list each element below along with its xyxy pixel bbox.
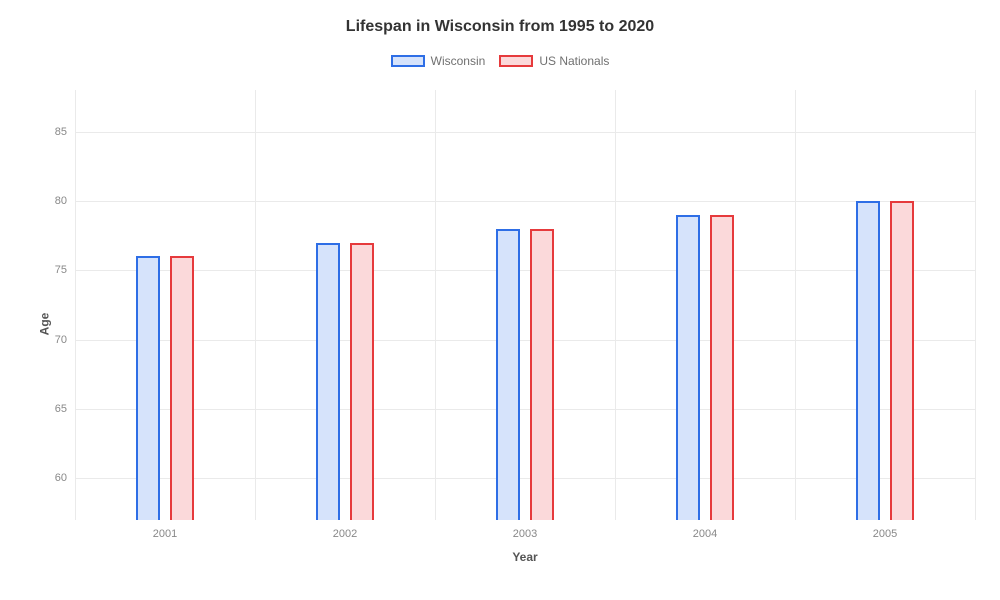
x-tick-label: 2003: [513, 520, 537, 540]
bar: [316, 243, 340, 520]
bar: [530, 229, 554, 520]
bar: [136, 256, 160, 520]
gridline-v: [795, 90, 796, 520]
gridline-h: [75, 478, 975, 479]
y-tick-label: 80: [55, 195, 75, 207]
gridline-v: [435, 90, 436, 520]
gridline-v: [255, 90, 256, 520]
bar: [170, 256, 194, 520]
plot-area: Age Year 6065707580852001200220032004200…: [75, 90, 975, 520]
y-tick-label: 70: [55, 334, 75, 346]
bar: [856, 201, 880, 520]
y-axis-label: Age: [38, 275, 52, 336]
bar: [890, 201, 914, 520]
bar: [496, 229, 520, 520]
legend-swatch-us: [499, 55, 533, 67]
gridline-h: [75, 409, 975, 410]
chart-title: Lifespan in Wisconsin from 1995 to 2020: [0, 18, 1000, 36]
gridline-h: [75, 201, 975, 202]
x-tick-label: 2005: [873, 520, 897, 540]
legend-item-wisconsin: Wisconsin: [391, 54, 486, 68]
legend-item-us: US Nationals: [499, 54, 609, 68]
bar: [676, 215, 700, 520]
legend-label-us: US Nationals: [539, 54, 609, 68]
bar: [350, 243, 374, 520]
x-tick-label: 2004: [693, 520, 717, 540]
legend-swatch-wisconsin: [391, 55, 425, 67]
x-tick-label: 2001: [153, 520, 177, 540]
legend: Wisconsin US Nationals: [0, 54, 1000, 68]
gridline-h: [75, 340, 975, 341]
y-tick-label: 75: [55, 264, 75, 276]
gridline-v: [615, 90, 616, 520]
gridline-v: [975, 90, 976, 520]
gridline-h: [75, 270, 975, 271]
y-tick-label: 65: [55, 403, 75, 415]
gridline-h: [75, 132, 975, 133]
y-tick-label: 85: [55, 126, 75, 138]
legend-label-wisconsin: Wisconsin: [431, 54, 486, 68]
gridline-v: [75, 90, 76, 520]
y-tick-label: 60: [55, 472, 75, 484]
chart-container: Lifespan in Wisconsin from 1995 to 2020 …: [0, 0, 1000, 600]
x-tick-label: 2002: [333, 520, 357, 540]
bar: [710, 215, 734, 520]
